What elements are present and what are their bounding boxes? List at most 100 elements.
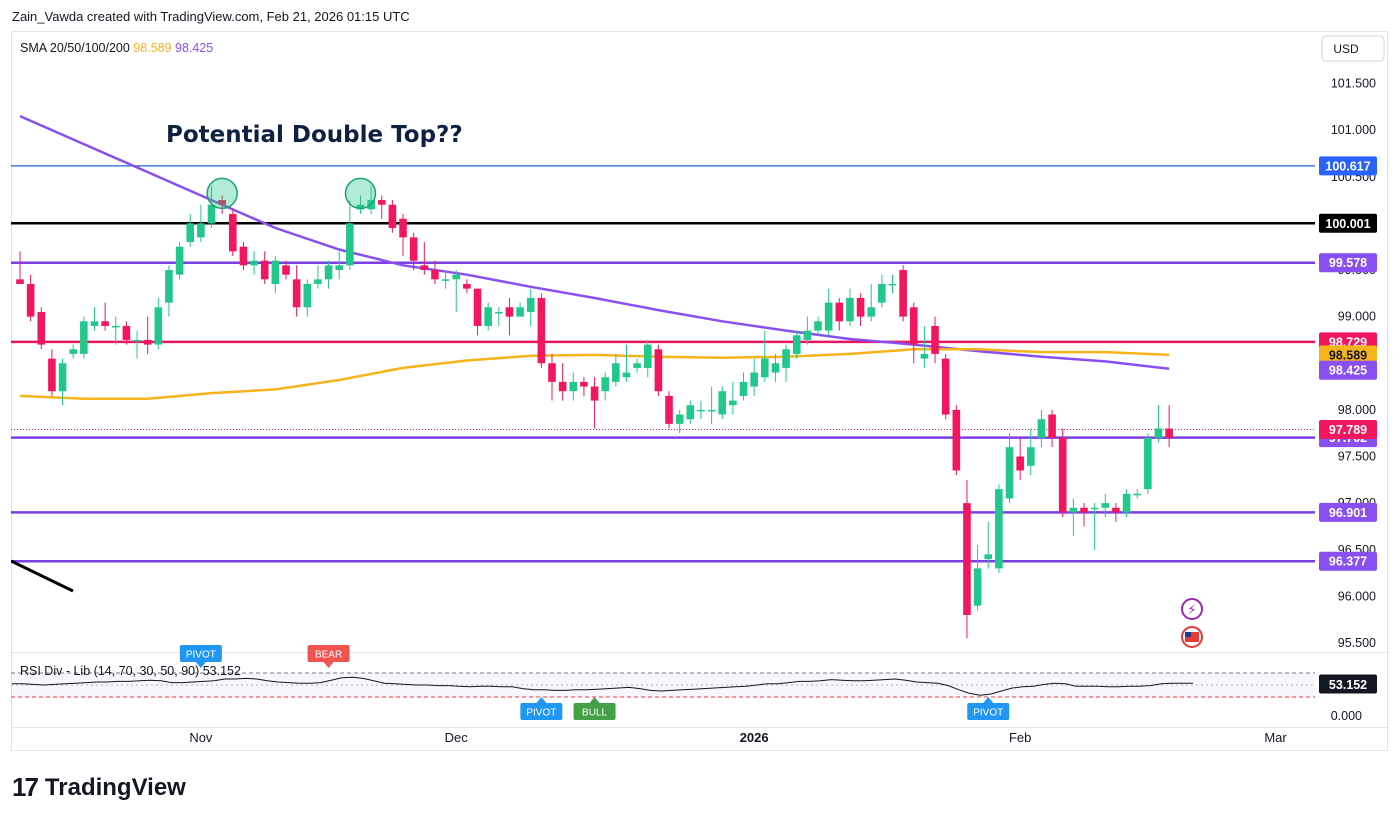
rsi-zero-tick: 0.000 bbox=[1331, 709, 1362, 723]
candle-body bbox=[16, 279, 24, 284]
indicator-price-label-bg bbox=[1319, 360, 1377, 380]
currency-button-label: USD bbox=[1333, 42, 1359, 56]
x-tick-label: 2026 bbox=[740, 730, 769, 745]
candle-body bbox=[377, 200, 386, 205]
candle-body bbox=[80, 321, 88, 354]
candle-body bbox=[473, 288, 482, 326]
candle-body bbox=[154, 307, 163, 345]
level-price-label-bg bbox=[1319, 213, 1377, 233]
candle-body bbox=[452, 274, 461, 280]
candle-body bbox=[282, 265, 290, 275]
y-tick-label: 99.000 bbox=[1338, 310, 1376, 324]
rsi-signal-label: BEAR bbox=[315, 650, 342, 661]
y-tick-label: 101.500 bbox=[1331, 77, 1376, 91]
candle-body bbox=[782, 349, 790, 368]
rsi-signal-badge bbox=[573, 703, 616, 720]
candle-body bbox=[463, 283, 471, 289]
sma200-line bbox=[19, 114, 1170, 371]
y-tick-label: 98.000 bbox=[1338, 403, 1376, 417]
sma-legend-label: SMA 20/50/100/200 98.589 98.425 bbox=[20, 41, 213, 55]
indicator-price-label: 98.425 bbox=[1329, 364, 1367, 378]
candle-body bbox=[1165, 428, 1173, 438]
candle-body bbox=[1048, 414, 1056, 438]
candle-body bbox=[239, 246, 248, 266]
candle-body bbox=[654, 349, 663, 392]
lightning-glyph: ⚡ bbox=[1187, 603, 1196, 618]
candle-body bbox=[537, 297, 546, 364]
candle-body bbox=[803, 330, 812, 340]
rsi-signal-badge bbox=[967, 703, 1010, 720]
candle-body bbox=[569, 381, 578, 392]
candle-body bbox=[271, 260, 280, 284]
candle-body bbox=[441, 279, 450, 281]
rsi-value-tag-bg bbox=[1319, 674, 1377, 694]
candle-body bbox=[111, 325, 120, 328]
candle-body bbox=[675, 414, 684, 424]
candle-body bbox=[197, 223, 205, 238]
y-tick-label: 96.000 bbox=[1338, 589, 1376, 603]
candle-body bbox=[175, 246, 184, 275]
candle-body bbox=[495, 311, 503, 314]
tradingview-logo[interactable]: 17 TradingView bbox=[12, 772, 186, 803]
candle-body bbox=[1112, 507, 1120, 513]
candle-body bbox=[1037, 419, 1046, 438]
candle-body bbox=[399, 218, 407, 238]
candle-body bbox=[431, 270, 439, 280]
candle-body bbox=[346, 223, 354, 266]
candle-body bbox=[420, 265, 429, 270]
candle-body bbox=[952, 409, 961, 471]
candle-body bbox=[207, 204, 216, 224]
plot-area bbox=[11, 114, 1315, 639]
candle-body bbox=[665, 395, 673, 424]
indicator-price-label-bg bbox=[1319, 420, 1377, 440]
candle-body bbox=[101, 321, 109, 326]
lightning-event-icon bbox=[1181, 598, 1203, 620]
candle-body bbox=[761, 358, 769, 378]
candle-body bbox=[899, 270, 907, 317]
candle-body bbox=[505, 307, 514, 317]
candle-body bbox=[356, 204, 365, 210]
level-price-label-bg bbox=[1319, 156, 1377, 176]
attribution-text: Zain_Vawda created with TradingView.com,… bbox=[12, 9, 410, 24]
x-tick-label: Mar bbox=[1264, 730, 1287, 745]
candle-body bbox=[601, 377, 609, 392]
rsi-signal-pointer bbox=[536, 697, 547, 703]
candle-body bbox=[526, 297, 535, 312]
candle-body bbox=[260, 260, 269, 280]
candle-body bbox=[612, 363, 620, 382]
rsi-signal-badge bbox=[179, 645, 222, 662]
candle-body bbox=[558, 381, 567, 392]
candle-body bbox=[643, 344, 652, 368]
flag-stripes bbox=[1185, 632, 1199, 642]
rsi-line bbox=[12, 676, 1193, 696]
currency-button[interactable]: USD bbox=[1321, 35, 1385, 62]
currency-button-frame bbox=[1321, 35, 1385, 62]
candle-body bbox=[846, 297, 854, 322]
x-tick-label: Feb bbox=[1009, 730, 1031, 745]
sma100-line bbox=[19, 348, 1170, 400]
candle-body bbox=[718, 391, 727, 415]
candle-body bbox=[292, 279, 301, 308]
level-price-label-bg bbox=[1319, 502, 1377, 522]
level-price-label: 99.578 bbox=[1329, 256, 1367, 270]
candle-body bbox=[409, 237, 418, 261]
event-icons: ⚡ bbox=[1181, 598, 1203, 648]
candle-body bbox=[622, 372, 631, 378]
candle-body bbox=[920, 353, 929, 359]
level-price-label: 96.377 bbox=[1329, 555, 1367, 569]
candle-body bbox=[931, 325, 939, 354]
indicator-price-label: 98.589 bbox=[1329, 348, 1367, 362]
candle-body bbox=[1016, 456, 1024, 471]
candle-body bbox=[697, 409, 705, 412]
level-price-label: 100.001 bbox=[1325, 217, 1370, 231]
rsi-pane: RSI Div - Lib (14, 70, 30, 50, 90) 53.15… bbox=[11, 645, 1315, 720]
candle-body bbox=[707, 409, 716, 412]
level-price-label-bg bbox=[1319, 253, 1377, 273]
candle-body bbox=[909, 307, 918, 345]
candle-body bbox=[1080, 507, 1088, 513]
candle-body bbox=[739, 381, 748, 396]
candle-body bbox=[69, 349, 77, 354]
level-price-label-bg bbox=[1319, 551, 1377, 571]
candle-body bbox=[835, 302, 844, 322]
